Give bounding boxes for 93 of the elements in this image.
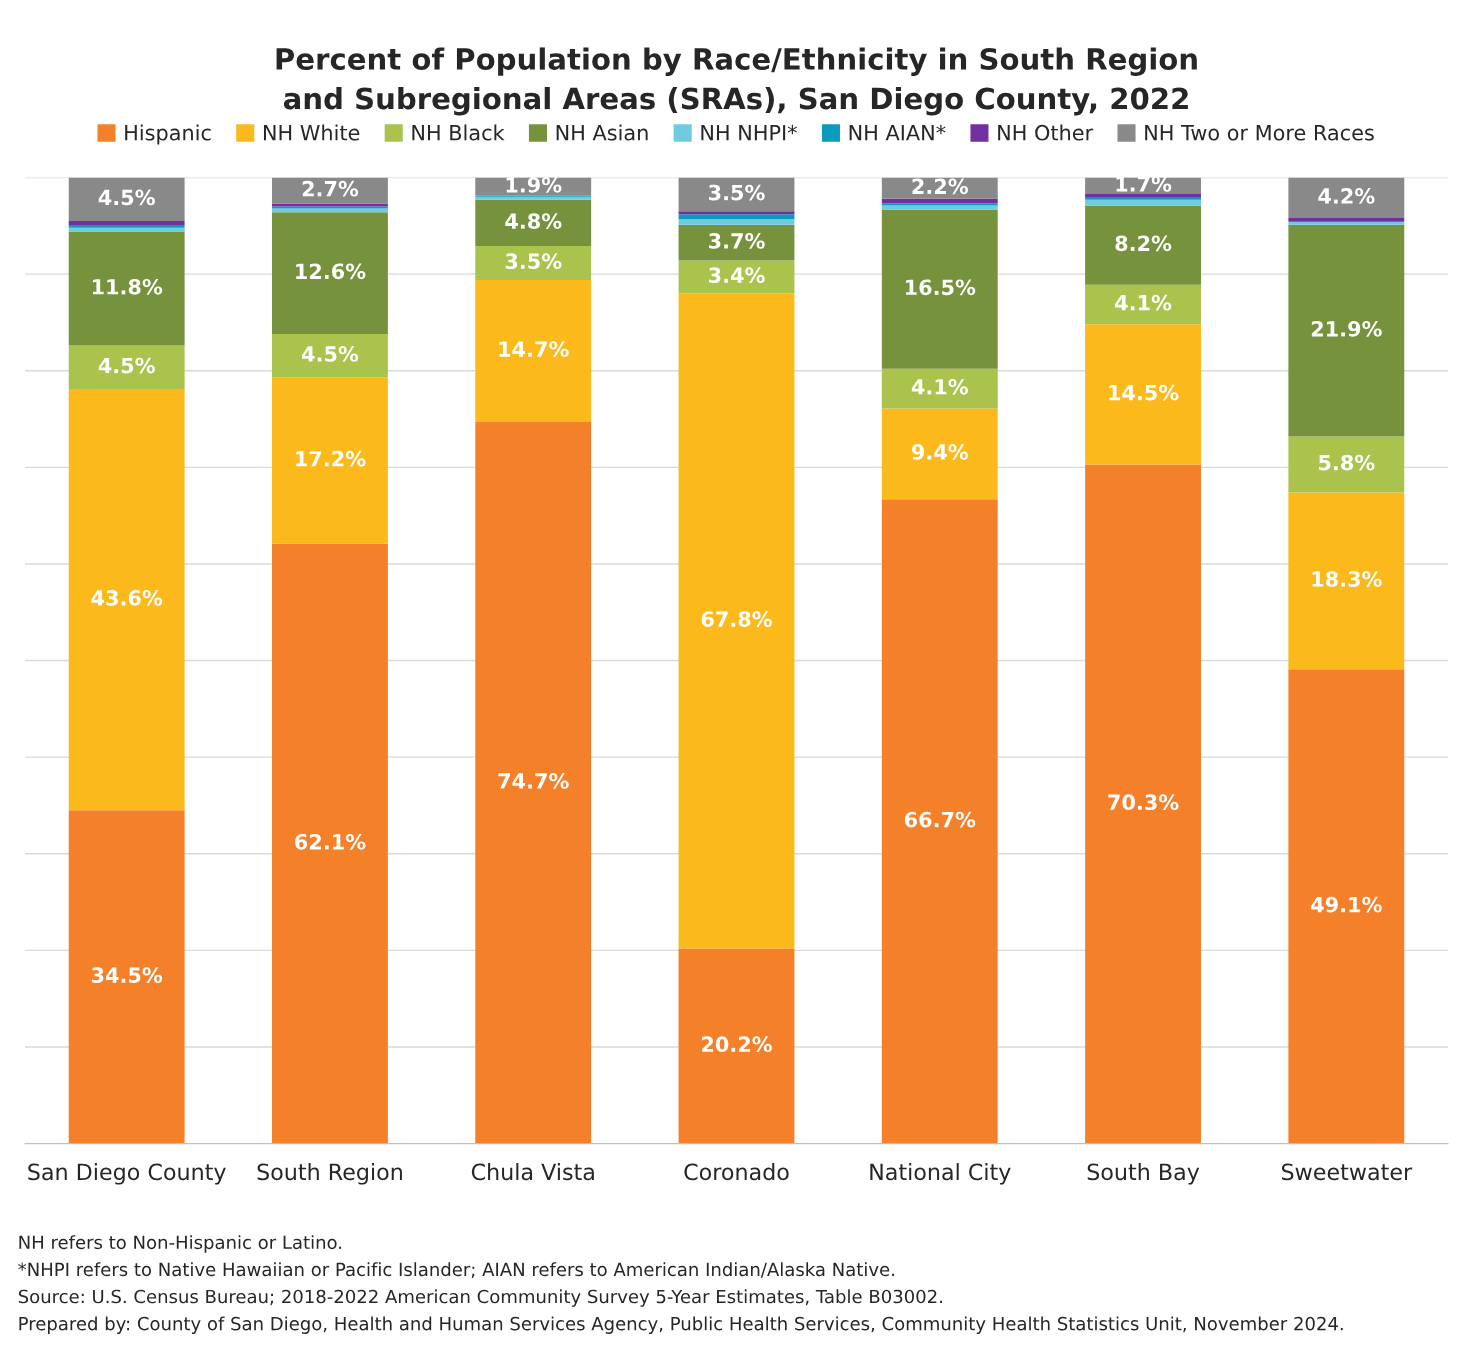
bar	[68, 177, 185, 221]
bar	[678, 214, 795, 220]
data-label: 18.3%	[1312, 571, 1382, 587]
x-tick-label: Sweetwater	[1281, 1163, 1413, 1181]
text: *NHPI refers to Native Hawaiian or Pacific Islander; AIAN refers to American Indian/Alaska Native.	[18, 1262, 894, 1279]
data-label: 3.5%	[505, 253, 562, 270]
legend-label: NH Other	[998, 124, 1094, 141]
bar	[272, 177, 388, 204]
bar	[1085, 464, 1201, 1144]
data-label: 12.6%	[296, 263, 366, 280]
x-tick-label: San Diego County	[28, 1163, 226, 1185]
bar	[68, 227, 185, 232]
bar	[678, 293, 795, 949]
bar	[881, 198, 998, 204]
bar	[272, 212, 388, 335]
data-label: 3.5%	[709, 184, 765, 201]
bar	[1288, 224, 1405, 437]
data-label: 4.5%	[302, 346, 359, 362]
data-label: 66.7%	[904, 811, 976, 828]
data-label: 4.5%	[98, 357, 155, 374]
legend-label: NH Two or More Races	[1145, 125, 1374, 141]
data-label: 3.4%	[709, 267, 765, 284]
x-tick-label: Coronado	[684, 1163, 789, 1181]
data-label: 67.8%	[701, 611, 772, 627]
data-label: 11.8%	[92, 278, 163, 295]
data-label: 21.9%	[1311, 320, 1382, 337]
text: Prepared by: County of San Diego, Health and Human Services Agency, Public Health Services, Community Health Statistics Unit, November 2024.	[19, 1316, 1343, 1334]
data-label: 62.1%	[295, 833, 366, 850]
bar	[1085, 284, 1201, 325]
bar	[272, 377, 388, 544]
data-label: 20.2%	[702, 1036, 772, 1053]
data-label: 4.1%	[1115, 294, 1172, 311]
bar	[881, 408, 998, 500]
data-label: 4.2%	[1318, 188, 1375, 204]
bar	[475, 421, 592, 1144]
data-label: 5.8%	[1319, 454, 1375, 471]
bar	[678, 948, 795, 1144]
text: NH refers to Non-Hispanic or Latino.	[19, 1235, 342, 1253]
bar	[475, 279, 592, 422]
x-tick-label: South Bay	[1087, 1163, 1200, 1185]
bar	[475, 199, 592, 247]
bar	[881, 368, 998, 409]
legend-label: NH NHPI*	[701, 124, 797, 141]
data-label: 14.5%	[1109, 384, 1179, 401]
bar	[68, 345, 185, 390]
bar	[1085, 324, 1201, 465]
chart-title: Percent of Population by Race/Ethnicity in South Region and Subregional Areas (SRAs), San Diego County, 2022	[276, 47, 1197, 116]
data-label: 2.2%	[912, 178, 968, 195]
data-label: 49.1%	[1311, 896, 1382, 913]
data-label: 4.1%	[911, 378, 968, 395]
data-label: 34.5%	[91, 967, 163, 984]
x-tick-label: Chula Vista	[471, 1163, 594, 1181]
data-label: 17.2%	[296, 450, 366, 467]
data-label: 4.8%	[505, 213, 562, 229]
data-label: 1.9%	[506, 176, 562, 193]
bar	[1288, 669, 1405, 1144]
bar	[1085, 205, 1201, 285]
bar	[881, 209, 998, 369]
bar	[1288, 492, 1405, 670]
bar	[678, 211, 795, 215]
bar	[1085, 199, 1201, 206]
source-note: Source: U.S. Census Bureau; 2018-2022 American Community Survey 5-Year Estimates, Table B03002.	[18, 1289, 942, 1307]
bar	[1085, 193, 1201, 198]
bar	[475, 246, 592, 280]
legend-label: NH White	[263, 124, 360, 141]
legend-label: NH Black	[412, 124, 505, 141]
bar	[678, 219, 795, 225]
bar	[68, 220, 185, 226]
bar	[1288, 436, 1405, 493]
bar	[68, 389, 185, 811]
data-label: 8.2%	[1115, 235, 1172, 252]
bar	[678, 224, 795, 261]
data-label: 74.7%	[498, 773, 569, 789]
legend-label: Hispanic	[125, 124, 211, 145]
bar	[272, 208, 388, 213]
data-label: 2.7%	[302, 180, 359, 197]
data-label: 16.5%	[905, 279, 976, 296]
legend-label: NH AIAN*	[849, 124, 946, 141]
data-label: 14.7%	[499, 341, 569, 357]
bar	[272, 543, 388, 1144]
data-label: 70.3%	[1108, 794, 1179, 811]
bar	[1288, 177, 1405, 219]
bar	[68, 810, 185, 1144]
data-label: 43.6%	[91, 589, 163, 606]
x-tick-label: National City	[870, 1163, 1011, 1185]
x-tick-label: South Region	[257, 1163, 402, 1185]
data-label: 3.7%	[709, 233, 765, 249]
bar	[272, 334, 388, 378]
legend-label: NH Asian	[556, 124, 648, 141]
bar	[881, 499, 998, 1144]
data-label: 4.5%	[98, 189, 155, 206]
bar	[68, 231, 185, 346]
data-label: 9.4%	[911, 444, 968, 460]
